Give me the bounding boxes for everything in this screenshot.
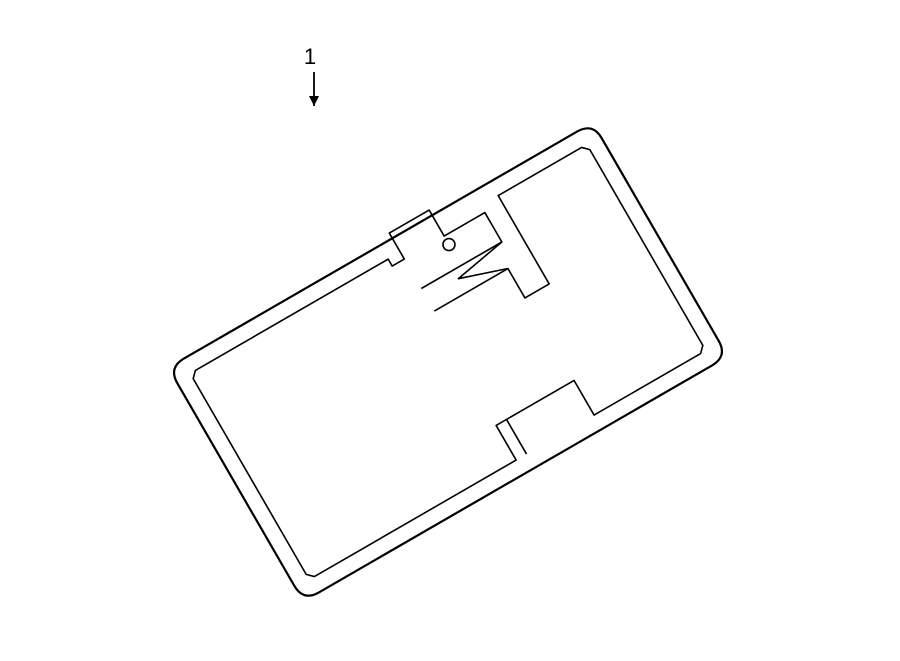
callout-arrowhead-1 <box>309 96 319 106</box>
mounting-hole <box>443 239 455 251</box>
connector-seam-upper <box>421 242 502 289</box>
part-diagram: 1 <box>0 0 900 661</box>
module-inner-outline <box>193 147 703 576</box>
module-outer-outline <box>174 128 722 595</box>
callout-label-1: 1 <box>304 44 316 69</box>
